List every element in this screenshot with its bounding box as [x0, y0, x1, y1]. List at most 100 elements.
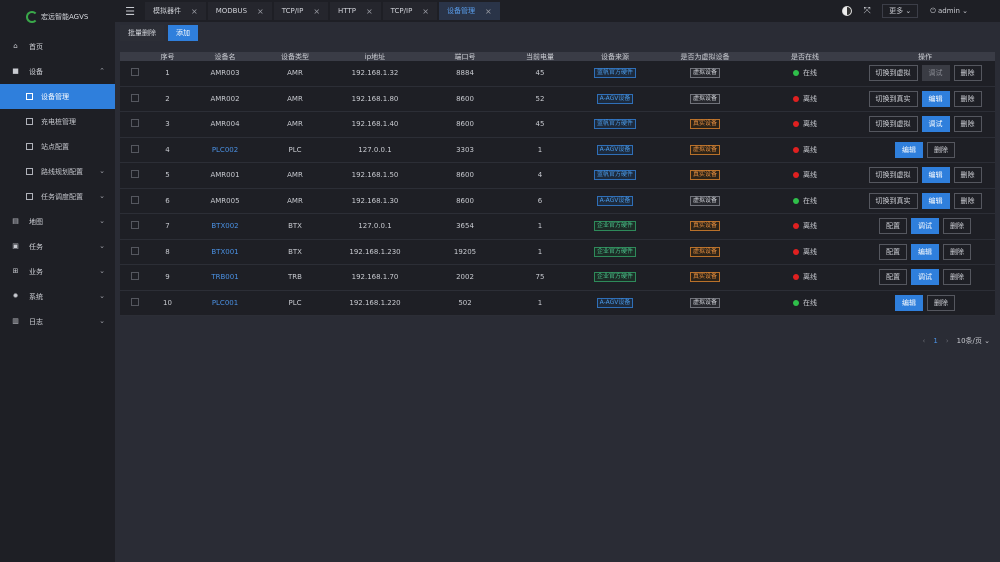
sidebar-item-home[interactable]: ⌂ 首页 [13, 42, 43, 51]
cell-battery: 1 [537, 222, 543, 231]
close-icon[interactable]: × [485, 6, 492, 16]
chevron-down-icon: ⌄ [99, 242, 105, 250]
tab-simulator[interactable]: 模拟器件 × [145, 2, 206, 20]
close-icon[interactable]: × [422, 6, 429, 16]
sidebar-item-device-management[interactable]: 设备管理 [0, 84, 115, 109]
grid-icon [26, 168, 33, 175]
cell-device-type: AMR [287, 94, 303, 103]
operation-button[interactable]: 删除 [927, 294, 955, 311]
checkbox-cell [120, 93, 150, 104]
operation-button[interactable]: 编辑 [911, 243, 939, 260]
menu-toggle-icon[interactable]: ☰ [125, 4, 135, 18]
online-status: 离线 [793, 272, 817, 282]
page-number[interactable]: 1 [933, 337, 938, 345]
operation-button[interactable]: 配置 [879, 269, 907, 286]
sidebar-item-charger[interactable]: 充电桩管理 [0, 109, 115, 134]
operation-button[interactable]: 切换到虚拟 [868, 167, 918, 184]
operation-button[interactable]: 调试 [911, 218, 939, 235]
close-icon[interactable]: × [365, 6, 373, 16]
column-header: 操作 [918, 52, 932, 61]
operation-button[interactable]: 切换到真实 [868, 192, 918, 209]
tab-tcpip[interactable]: TCP/IP × [273, 2, 329, 20]
tab-modbus[interactable]: MODBUS × [207, 2, 272, 20]
device-name[interactable]: PLC001 [211, 298, 239, 307]
cell-battery: 6 [537, 196, 543, 205]
more-dropdown[interactable]: 更多 ⌄ [882, 4, 919, 18]
sidebar-item-device[interactable]: ■ 设备 ⌃ [12, 67, 105, 76]
operation-button[interactable]: 配置 [879, 218, 907, 235]
device-name[interactable]: BTX002 [211, 222, 239, 231]
sidebar-item-log[interactable]: ▥ 日志 ⌄ [12, 317, 105, 326]
theme-toggle-icon[interactable] [842, 6, 853, 16]
user-menu[interactable]: ⏻ admin ⌄ [930, 6, 968, 15]
operation-button[interactable]: 调试 [921, 116, 950, 133]
next-page-icon[interactable]: › [945, 337, 949, 345]
online-label: 离线 [803, 120, 817, 129]
cell-device-name: PLC002 [185, 146, 265, 154]
row-checkbox[interactable] [131, 221, 139, 230]
row-checkbox[interactable] [131, 272, 139, 281]
cell-port: 19205 [453, 247, 477, 256]
close-icon[interactable]: × [191, 6, 198, 16]
page-size-select[interactable]: 10条/页 ⌄ [956, 337, 990, 345]
fullscreen-icon[interactable]: ⤧ [863, 6, 871, 16]
operation-button[interactable]: 删除 [953, 116, 982, 133]
row-checkbox[interactable] [131, 93, 139, 102]
cell-ip: 192.168.1.70 [351, 273, 399, 282]
device-name[interactable]: PLC002 [211, 145, 239, 154]
row-checkbox[interactable] [131, 144, 139, 153]
cell-source: A-AGV设备 [575, 144, 655, 155]
device-name[interactable]: BTX001 [211, 247, 239, 256]
operation-button[interactable]: 编辑 [895, 294, 923, 311]
operation-button[interactable]: 删除 [943, 218, 971, 235]
sidebar-item-map[interactable]: ▤ 地图 ⌄ [12, 217, 105, 226]
device-name[interactable]: TRB001 [211, 273, 239, 282]
operation-button[interactable]: 删除 [943, 269, 971, 286]
row-checkbox[interactable] [131, 246, 139, 255]
operation-button[interactable]: 调试 [911, 269, 939, 286]
cell-battery: 4 [537, 171, 543, 180]
tab-http[interactable]: HTTP × [330, 2, 381, 20]
operation-button[interactable]: 切换到真实 [868, 90, 918, 107]
prev-page-icon[interactable]: ‹ [922, 337, 926, 345]
operation-button[interactable]: 配置 [879, 243, 907, 260]
cell-no: 6 [165, 196, 170, 205]
tab-device-management[interactable]: 设备管理 × [439, 2, 500, 20]
row-checkbox[interactable] [131, 119, 139, 128]
cell-port: 8600 [456, 196, 474, 205]
operation-button[interactable]: 删除 [953, 167, 982, 184]
operation-button[interactable]: 编辑 [921, 90, 950, 107]
close-icon[interactable]: × [257, 6, 264, 16]
close-icon[interactable]: × [313, 6, 321, 16]
sidebar-item-station[interactable]: 站点配置 [0, 134, 115, 159]
cell-online: 离线 [755, 170, 855, 180]
row-checkbox[interactable] [131, 195, 139, 204]
operation-button[interactable]: 编辑 [895, 141, 923, 158]
operation-button[interactable]: 切换到虚拟 [868, 65, 918, 82]
batch-delete-button[interactable]: 批量删除 [120, 25, 164, 41]
sidebar-item-business[interactable]: ⊞ 业务 ⌄ [12, 267, 105, 276]
operation-button[interactable]: 删除 [953, 192, 982, 209]
operation-button[interactable]: 删除 [953, 65, 982, 82]
operation-button[interactable]: 删除 [927, 141, 955, 158]
operations-group: 编辑 删除 [855, 294, 995, 311]
operation-button[interactable]: 调试 [921, 65, 950, 82]
sidebar-item-task[interactable]: ▣ 任务 ⌄ [12, 242, 105, 251]
cell-ip: 192.168.1.220 [349, 298, 401, 307]
add-button[interactable]: 添加 [168, 25, 198, 41]
operation-button[interactable]: 删除 [943, 243, 971, 260]
chevron-down-icon: ⌄ [99, 217, 105, 225]
tab-tcpip-2[interactable]: TCP/IP × [382, 2, 437, 20]
row-checkbox[interactable] [131, 68, 139, 77]
row-checkbox[interactable] [131, 170, 139, 179]
sidebar-item-route[interactable]: 路线规划配置 ⌄ [0, 159, 115, 184]
online-status: 离线 [793, 221, 817, 231]
operation-button[interactable]: 编辑 [921, 167, 950, 184]
sidebar-item-system[interactable]: ✹ 系统 ⌄ [12, 292, 105, 301]
operation-button[interactable]: 编辑 [921, 192, 950, 209]
row-checkbox[interactable] [131, 297, 139, 306]
grid-icon [26, 193, 33, 200]
sidebar-item-dispatch[interactable]: 任务调度配置 ⌄ [0, 184, 115, 209]
operation-button[interactable]: 切换到虚拟 [868, 116, 918, 133]
operation-button[interactable]: 删除 [953, 90, 982, 107]
